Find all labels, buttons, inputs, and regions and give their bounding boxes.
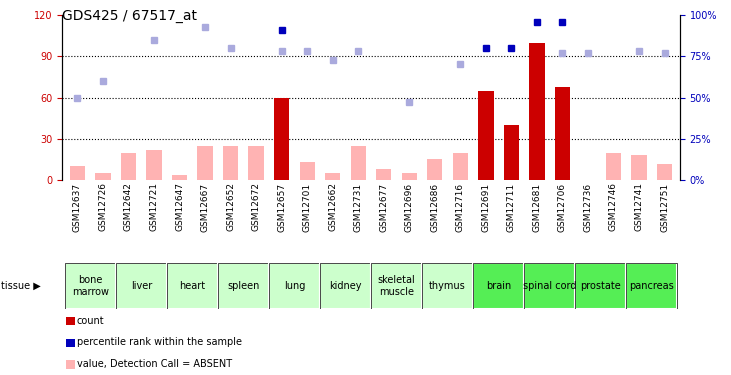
Bar	[167, 262, 218, 309]
Text: value, Detection Call = ABSENT: value, Detection Call = ABSENT	[77, 359, 232, 369]
Text: GSM12652: GSM12652	[226, 183, 235, 231]
Bar	[223, 146, 238, 180]
Text: bone
marrow: bone marrow	[72, 275, 109, 297]
Text: GSM12726: GSM12726	[99, 183, 107, 231]
Bar	[249, 146, 264, 180]
Text: lung: lung	[284, 281, 305, 291]
Bar	[606, 153, 621, 180]
Text: GSM12751: GSM12751	[660, 183, 669, 232]
Bar	[269, 262, 320, 309]
Bar	[473, 262, 524, 309]
Bar	[371, 262, 422, 309]
Bar	[376, 169, 391, 180]
Bar	[64, 262, 115, 309]
Bar	[626, 262, 678, 309]
Text: GSM12706: GSM12706	[558, 183, 567, 232]
Bar	[95, 173, 110, 180]
Text: GSM12672: GSM12672	[251, 183, 261, 231]
Text: GSM12741: GSM12741	[635, 183, 643, 231]
Bar	[632, 155, 647, 180]
Text: tissue ▶: tissue ▶	[1, 281, 41, 291]
Text: GSM12662: GSM12662	[328, 183, 337, 231]
Bar	[197, 146, 213, 180]
Text: brain: brain	[486, 281, 511, 291]
Text: GSM12731: GSM12731	[354, 183, 363, 232]
Bar	[320, 262, 371, 309]
Bar	[167, 262, 218, 309]
Bar	[427, 159, 442, 180]
Text: liver: liver	[131, 281, 152, 291]
Bar	[320, 262, 371, 309]
Text: GSM12647: GSM12647	[175, 183, 184, 231]
Bar	[626, 262, 678, 309]
Text: GSM12736: GSM12736	[583, 183, 592, 232]
Bar	[115, 262, 167, 309]
Text: spinal cord: spinal cord	[523, 281, 577, 291]
Bar	[269, 262, 320, 309]
Text: GSM12686: GSM12686	[431, 183, 439, 232]
Text: GSM12701: GSM12701	[303, 183, 311, 232]
Bar	[274, 98, 289, 180]
Bar	[478, 91, 493, 180]
Text: GSM12642: GSM12642	[124, 183, 133, 231]
Bar	[575, 262, 626, 309]
Text: GSM12746: GSM12746	[609, 183, 618, 231]
Bar	[422, 262, 473, 309]
Text: thymus: thymus	[429, 281, 466, 291]
Bar	[325, 173, 341, 180]
Text: GDS425 / 67517_at: GDS425 / 67517_at	[62, 9, 197, 23]
Text: GSM12696: GSM12696	[405, 183, 414, 232]
Bar	[575, 262, 626, 309]
Bar	[300, 162, 315, 180]
Bar	[657, 164, 673, 180]
Text: GSM12681: GSM12681	[532, 183, 542, 232]
Bar	[529, 42, 545, 180]
Text: GSM12677: GSM12677	[379, 183, 388, 232]
Text: count: count	[77, 316, 105, 326]
Bar	[524, 262, 575, 309]
Text: GSM12716: GSM12716	[456, 183, 465, 232]
Text: kidney: kidney	[329, 281, 362, 291]
Bar	[452, 153, 468, 180]
Bar	[504, 125, 519, 180]
Bar	[218, 262, 269, 309]
Bar	[371, 262, 422, 309]
Bar	[351, 146, 366, 180]
Bar	[218, 262, 269, 309]
Text: GSM12657: GSM12657	[277, 183, 286, 232]
Text: prostate: prostate	[580, 281, 621, 291]
Text: GSM12711: GSM12711	[507, 183, 516, 232]
Text: GSM12637: GSM12637	[73, 183, 82, 232]
Bar	[115, 262, 167, 309]
Text: skeletal
muscle: skeletal muscle	[378, 275, 415, 297]
Bar	[473, 262, 524, 309]
Text: GSM12691: GSM12691	[481, 183, 491, 232]
Bar	[121, 153, 136, 180]
Bar	[69, 166, 85, 180]
Text: percentile rank within the sample: percentile rank within the sample	[77, 338, 242, 347]
Bar	[172, 174, 187, 180]
Text: spleen: spleen	[227, 281, 260, 291]
Bar	[555, 87, 570, 180]
Text: pancreas: pancreas	[629, 281, 674, 291]
Bar	[422, 262, 473, 309]
Text: GSM12667: GSM12667	[200, 183, 210, 232]
Bar	[64, 262, 115, 309]
Bar	[524, 262, 575, 309]
Text: heart: heart	[179, 281, 205, 291]
Bar	[146, 150, 162, 180]
Text: GSM12721: GSM12721	[150, 183, 159, 231]
Bar	[401, 173, 417, 180]
